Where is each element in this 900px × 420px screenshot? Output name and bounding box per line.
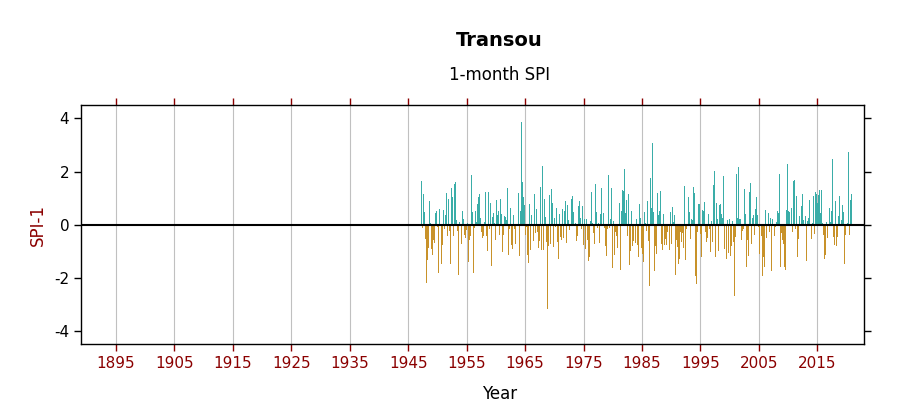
Text: Year: Year [482,385,517,403]
Text: Transou: Transou [456,32,543,50]
Y-axis label: SPI-1: SPI-1 [29,204,47,246]
Text: 1-month SPI: 1-month SPI [449,66,550,84]
